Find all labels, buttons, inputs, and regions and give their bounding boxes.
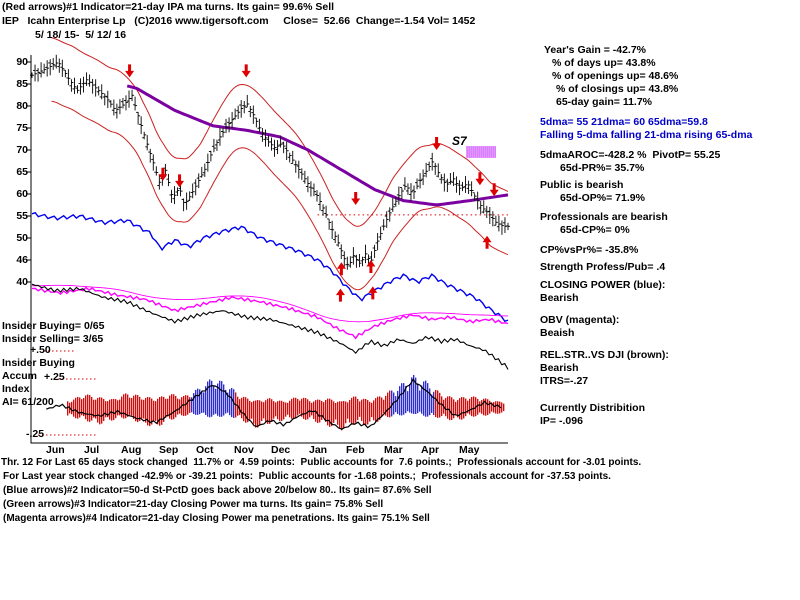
scale-label-plus25: +.25 bbox=[44, 371, 65, 383]
stat-strength-ratio: Strength Profess/Pub= .4 bbox=[540, 261, 666, 273]
indicator1-legend: (Red arrows)#1 Indicator=21-day IPA ma t… bbox=[2, 1, 335, 13]
distribution-status: Currently Distribition bbox=[540, 402, 646, 414]
stat-pros-bearish: Professionals are bearish bbox=[540, 211, 668, 223]
y-axis-label: 40 bbox=[16, 276, 28, 288]
accum-index-title-3: Index bbox=[2, 383, 30, 395]
y-axis-label: 70 bbox=[16, 144, 28, 156]
y-axis-label: 50 bbox=[16, 232, 28, 244]
obv-status: Beaish bbox=[540, 327, 575, 339]
indicator4-legend: (Magenta arrows)#4 Indicator=21-day Clos… bbox=[3, 513, 430, 524]
stat-openings-up: % of openings up= 48.6% bbox=[552, 70, 679, 82]
stat-public-bearish: Public is bearish bbox=[540, 179, 624, 191]
stat-days-up: % of days up= 43.8% bbox=[552, 57, 656, 69]
stat-65day-gain: 65-day gain= 11.7% bbox=[556, 96, 653, 108]
y-axis-label: 85 bbox=[16, 78, 28, 90]
month-label: Jul bbox=[84, 444, 100, 456]
stat-65d-cp: 65d-CP%= 0% bbox=[560, 224, 630, 236]
stat-itrs: ITRS=-.27 bbox=[540, 375, 589, 387]
stat-cp-vs-pr: CP%vsPr%= -35.8% bbox=[540, 244, 639, 256]
y-axis-label: 75 bbox=[16, 122, 28, 134]
indicator3-legend: (Green arrows)#3 Indicator=21-day Closin… bbox=[3, 499, 384, 510]
closing-power-title: CLOSING POWER (blue): bbox=[540, 279, 666, 291]
closing-power-status: Bearish bbox=[540, 292, 579, 304]
y-axis-label: 55 bbox=[16, 210, 28, 222]
month-label: Feb bbox=[346, 444, 365, 456]
stat-dma-trend: Falling 5-dma falling 21-dma rising 65-d… bbox=[540, 129, 753, 141]
scale-label-plus50: +.50 bbox=[30, 344, 51, 356]
s7-signal-label: S7 bbox=[452, 134, 467, 148]
accum-index-title-1: Insider Buying bbox=[2, 357, 75, 369]
insider-selling-count: Insider Selling= 3/65 bbox=[2, 333, 104, 345]
month-label: Jan bbox=[309, 444, 328, 456]
month-label: Aug bbox=[121, 444, 142, 456]
y-axis-label: 65 bbox=[16, 166, 28, 178]
stat-dmas: 5dma= 55 21dma= 60 65dma=59.8 bbox=[540, 116, 708, 128]
footer-year-summary: For Last year stock changed -42.9% or -3… bbox=[3, 471, 611, 482]
month-label: May bbox=[459, 444, 480, 456]
stat-ip: IP= -.096 bbox=[540, 415, 583, 427]
insider-buying-count: Insider Buying= 0/65 bbox=[2, 320, 105, 332]
y-axis-label: 90 bbox=[16, 56, 28, 68]
indicator2-legend: (Blue arrows)#2 Indicator=50-d St-PctD g… bbox=[3, 485, 432, 496]
month-label: Mar bbox=[384, 444, 403, 456]
accum-index-title-2: Accum bbox=[2, 370, 38, 382]
stat-closings-up: % of closings up= 43.8% bbox=[556, 83, 679, 95]
month-label: Apr bbox=[421, 444, 440, 456]
y-axis-label: 60 bbox=[16, 188, 28, 200]
stat-65d-op: 65d-OP%= 71.9% bbox=[560, 192, 645, 204]
y-axis-label: 46 bbox=[16, 254, 28, 266]
stat-65d-pr: 65d-PR%= 35.7% bbox=[560, 162, 645, 174]
ticker-header: IEP Icahn Enterprise Lp (C)2016 www.tige… bbox=[2, 15, 476, 27]
obv-title: OBV (magenta): bbox=[540, 314, 620, 326]
month-label: Nov bbox=[234, 444, 254, 456]
relstr-status: Bearish bbox=[540, 362, 579, 374]
y-axis-label: 80 bbox=[16, 100, 28, 112]
month-label: Sep bbox=[159, 444, 179, 456]
date-range: 5/ 18/ 15- 5/ 12/ 16 bbox=[35, 29, 127, 41]
scale-label-minus25: -.25 bbox=[26, 428, 45, 440]
stat-aroc-pivot: 5dmaAROC=-428.2 % PivotP= 55.25 bbox=[540, 149, 721, 161]
month-label: Jun bbox=[46, 444, 65, 456]
month-label: Oct bbox=[196, 444, 214, 456]
relstr-title: REL.STR..VS DJI (brown): bbox=[540, 349, 669, 361]
stat-years-gain: Year's Gain = -42.7% bbox=[544, 44, 647, 56]
footer-65day-summary: Thr. 12 For Last 65 days stock changed 1… bbox=[1, 457, 642, 468]
month-label: Dec bbox=[271, 444, 291, 456]
ai-value: AI= 61/200 bbox=[2, 396, 54, 408]
